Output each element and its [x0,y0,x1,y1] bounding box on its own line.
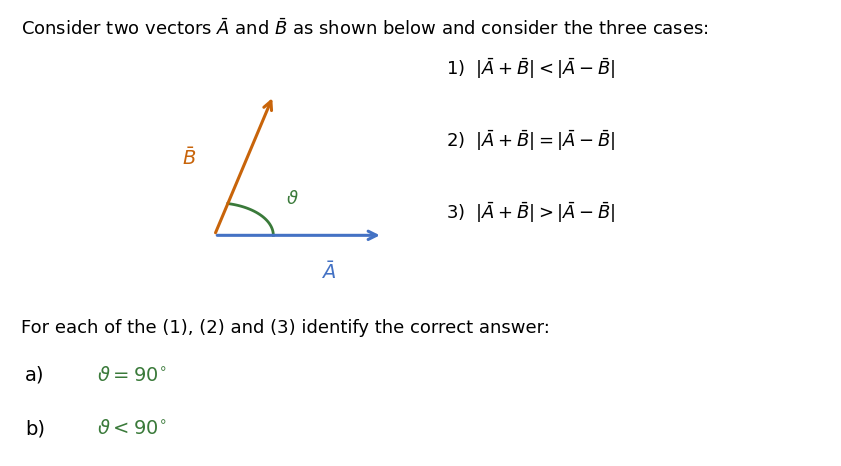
Text: 2)  $|\bar{A} + \bar{B}| = |\bar{A} - \bar{B}|$: 2) $|\bar{A} + \bar{B}| = |\bar{A} - \ba… [446,128,616,153]
Text: b): b) [25,419,45,439]
Text: $\vartheta < 90^{\circ}$: $\vartheta < 90^{\circ}$ [97,419,167,439]
Text: $\vartheta = 90^{\circ}$: $\vartheta = 90^{\circ}$ [97,366,167,385]
Text: a): a) [25,366,45,385]
Text: 1)  $|\bar{A} + \bar{B}| < |\bar{A} - \bar{B}|$: 1) $|\bar{A} + \bar{B}| < |\bar{A} - \ba… [446,56,616,81]
Text: $\bar{B}$: $\bar{B}$ [182,147,196,170]
Text: $\bar{A}$: $\bar{A}$ [321,261,336,283]
Text: For each of the (1), (2) and (3) identify the correct answer:: For each of the (1), (2) and (3) identif… [21,319,550,337]
Text: Consider two vectors $\bar{A}$ and $\bar{B}$ as shown below and consider the thr: Consider two vectors $\bar{A}$ and $\bar… [21,19,709,39]
Text: 3)  $|\bar{A} + \bar{B}| > |\bar{A} - \bar{B}|$: 3) $|\bar{A} + \bar{B}| > |\bar{A} - \ba… [446,200,616,225]
Text: $\vartheta$: $\vartheta$ [286,190,299,208]
